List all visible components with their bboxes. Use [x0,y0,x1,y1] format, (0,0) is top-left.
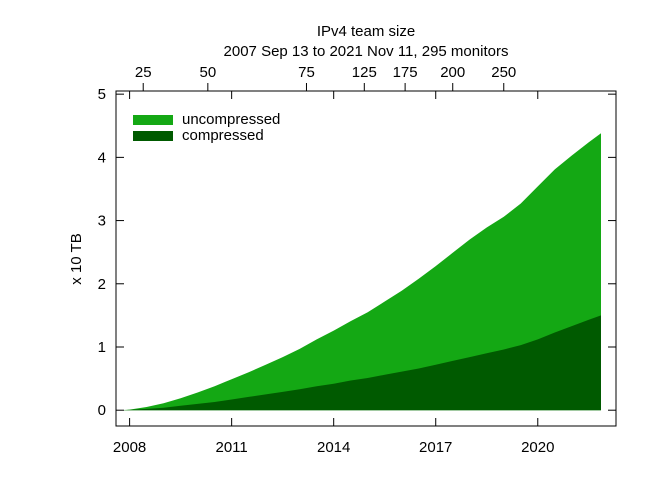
y-tick-label-3: 3 [98,213,106,230]
top-tick-label-125: 125 [352,64,377,81]
top-tick-label-25: 25 [135,64,152,81]
chart-title: IPv4 team size [317,23,415,40]
legend-label-compressed: compressed [182,127,264,144]
top-tick-label-50: 50 [199,64,216,81]
legend-swatch-uncompressed [133,115,173,125]
x-tick-label-2008: 2008 [113,439,146,456]
y-tick-label-1: 1 [98,339,106,356]
x-tick-label-2017: 2017 [419,439,452,456]
y-tick-label-5: 5 [98,86,106,103]
legend-swatch-compressed [133,131,173,141]
plot-frame [115,90,617,427]
legend-label-uncompressed: uncompressed [182,111,280,128]
x-tick-label-2014: 2014 [317,439,350,456]
top-tick-label-175: 175 [393,64,418,81]
x-axis-top: 25 50 75 125 175 200 250 [135,64,516,91]
plot-series [119,133,602,411]
x-tick-label-2020: 2020 [521,439,554,456]
y-tick-label-0: 0 [98,402,106,419]
top-tick-label-200: 200 [440,64,465,81]
y-tick-label-2: 2 [98,276,106,293]
series-area-uncompressed [119,133,602,411]
y-tick-label-4: 4 [98,149,106,166]
top-tick-label-250: 250 [491,64,516,81]
x-tick-label-2011: 2011 [216,439,248,456]
y-axis-left: 0 1 2 3 4 5 [98,86,616,419]
y-axis-label: x 10 TB [68,233,85,284]
top-tick-label-75: 75 [298,64,315,81]
legend: uncompressed compressed [133,111,280,144]
chart-subtitle: 2007 Sep 13 to 2021 Nov 11, 295 monitors [224,43,509,60]
series-area-compressed [119,315,602,411]
x-axis-bottom: 2008 2011 2014 2017 2020 [113,91,554,456]
